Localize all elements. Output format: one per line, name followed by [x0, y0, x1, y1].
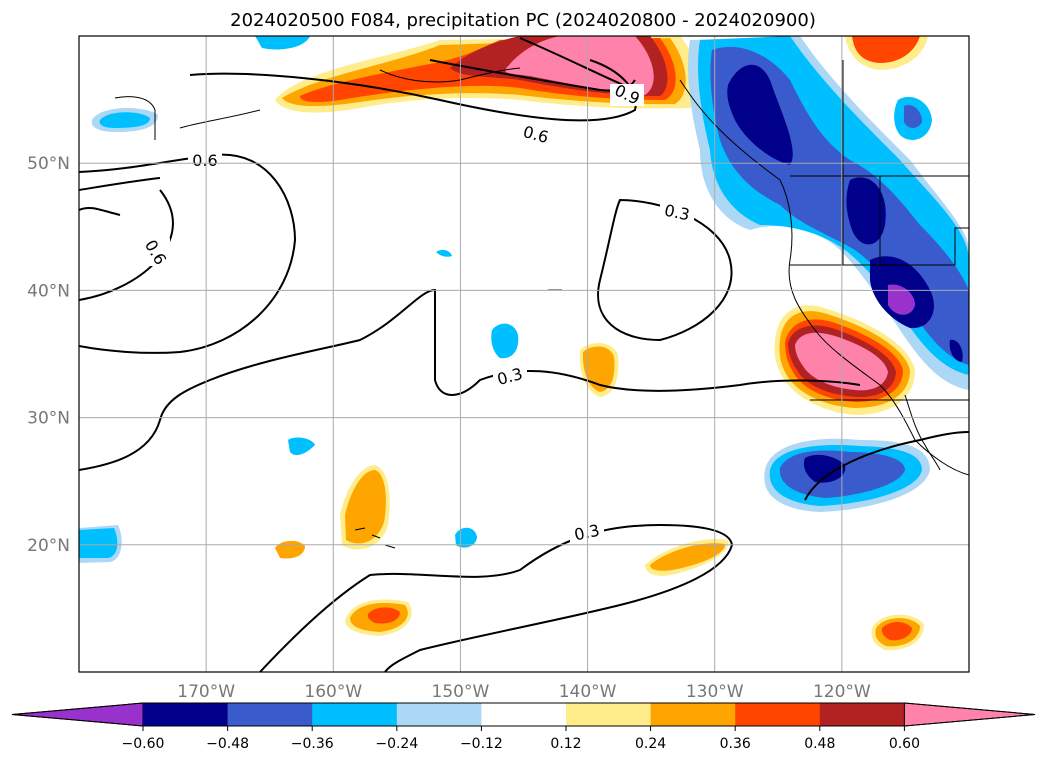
- contour-0.6: [79, 153, 297, 354]
- colorbar-tick-label: 0.24: [635, 736, 666, 752]
- colorbar-tick-label: 0.48: [804, 736, 835, 752]
- anomaly-positive-region: [367, 607, 400, 624]
- anomaly-negative-region: [949, 339, 963, 362]
- colorbar-extend-min: [11, 702, 144, 727]
- lat-tick-label: 40°N: [27, 281, 70, 301]
- colorbar-tick-label: −0.36: [291, 736, 334, 752]
- alaska-coastline: [379, 67, 521, 83]
- lon-tick-label: 160°W: [304, 682, 362, 702]
- lat-tick-label: 30°N: [27, 409, 70, 429]
- lon-tick-label: 140°W: [559, 682, 617, 702]
- colorbar-segment: [143, 703, 229, 726]
- border-line: [790, 227, 969, 266]
- contour-0.3: [259, 523, 734, 672]
- contour-0.6: [79, 206, 121, 216]
- colorbar-segment: [312, 703, 398, 726]
- anomaly-positive-region: [582, 346, 615, 392]
- colorbar-segment: [735, 703, 821, 726]
- colorbar-segment: [650, 703, 736, 726]
- colorbar-tick-label: −0.48: [206, 736, 249, 752]
- colorbar: [11, 702, 1036, 727]
- lat-tick-label: 50°N: [27, 154, 70, 174]
- contour-0.3: [804, 431, 969, 501]
- map-frame: [78, 35, 970, 673]
- anomaly-positive-region: [852, 36, 920, 63]
- colorbar-tick-label: 0.12: [550, 736, 581, 752]
- hawaii-islands: [354, 527, 396, 549]
- contour-0.3: [597, 198, 733, 342]
- contour-label: 0.6: [192, 151, 217, 170]
- contour-0.3: [79, 288, 861, 471]
- contour-label-background: [142, 238, 170, 266]
- contour-label-background: [660, 202, 694, 224]
- contour-label: 0.3: [572, 521, 601, 545]
- anomaly-negative-region: [436, 249, 452, 257]
- colorbar-tick-label: −0.24: [375, 736, 418, 752]
- contour-label-background: [610, 84, 644, 106]
- anomaly-negative-region: [846, 177, 886, 245]
- gridlines: [79, 36, 969, 672]
- anomaly-negative-region: [888, 284, 915, 315]
- anomaly-negative-region: [491, 323, 519, 359]
- longitude-labels: 170°W 160°W 150°W 140°W 130°W 120°W: [177, 682, 871, 702]
- lon-tick-label: 130°W: [686, 682, 744, 702]
- lon-tick-label: 120°W: [813, 682, 871, 702]
- map-area: 0.6 0.6 0.6 0.9 0.3 0.3 0.3: [78, 35, 970, 673]
- colorbar-tick-label: −0.12: [460, 736, 503, 752]
- baja-coastline: [904, 394, 941, 471]
- contour-label-group: 0.6 0.6 0.6 0.9 0.3 0.3 0.3: [141, 81, 694, 545]
- contour-label-background: [518, 123, 554, 145]
- contour-lines: [79, 37, 969, 672]
- anomaly-negative-region: [727, 64, 793, 165]
- latitude-labels: 20°N 30°N 40°N 50°N: [27, 154, 70, 556]
- anomaly-negative-region: [99, 112, 150, 128]
- contour-label: 0.3: [663, 201, 692, 225]
- anomaly-negative-region: [79, 528, 118, 558]
- colorbar-segment: [819, 703, 905, 726]
- anomaly-negative-region: [803, 454, 846, 483]
- lon-tick-label: 170°W: [177, 682, 235, 702]
- coastlines: [114, 60, 969, 549]
- contour-label-background: [493, 365, 527, 387]
- contour-0.9: [519, 37, 631, 89]
- contour-0.6: [79, 177, 161, 191]
- colorbar-segment: [227, 703, 313, 726]
- anomaly-positive-region: [650, 543, 726, 571]
- contour-label-background: [188, 148, 222, 170]
- lon-tick-label: 150°W: [432, 682, 490, 702]
- lat-tick-label: 20°N: [27, 536, 70, 556]
- anomaly-positive-region: [345, 470, 386, 544]
- anomaly-negative-region: [255, 36, 310, 50]
- contour-label-background: [570, 522, 604, 544]
- colorbar-tick-labels: −0.60 −0.48 −0.36 −0.24 −0.12 0.12 0.24 0.36 0.4…: [122, 726, 920, 752]
- north-america-coastline: [679, 79, 969, 476]
- colorbar-segment: [566, 703, 652, 726]
- colorbar-tick-label: 0.60: [889, 736, 920, 752]
- anomaly-negative-region: [288, 437, 315, 456]
- colorbar-segment: [396, 703, 482, 726]
- colorbar-segment: [481, 703, 567, 726]
- colorbar-tick-label: −0.60: [122, 736, 165, 752]
- aleutian-islands: [179, 109, 261, 129]
- anomaly-positive-region: [881, 622, 912, 641]
- colorbar-tick-label: 0.36: [720, 736, 751, 752]
- colorbar-extend-max: [903, 702, 1036, 727]
- island-coastline: [114, 96, 156, 140]
- map-title: 2024020500 F084, precipitation PC (20240…: [230, 10, 816, 31]
- anomaly-negative-region: [904, 104, 922, 128]
